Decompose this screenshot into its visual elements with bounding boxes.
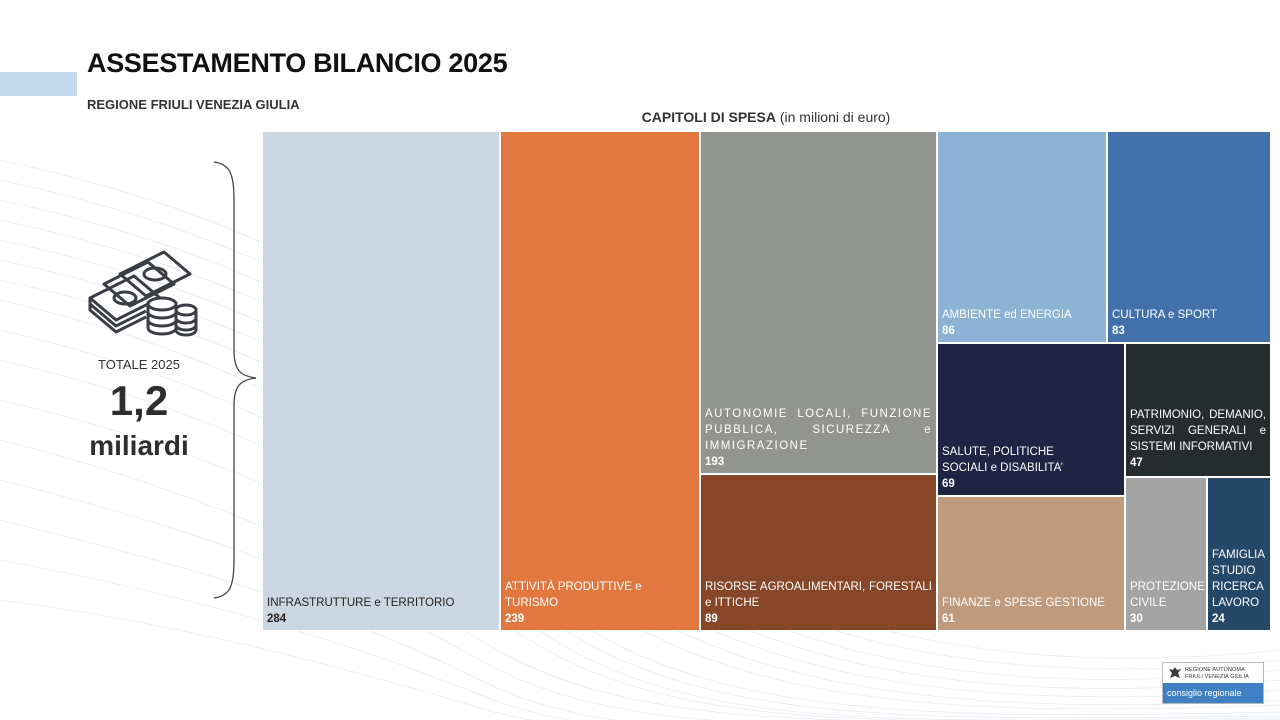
cell-label: CULTURA e SPORT 83 xyxy=(1112,307,1266,339)
cell-value: 86 xyxy=(942,325,955,337)
cell-label: AMBIENTE ed ENERGIA 86 xyxy=(942,307,1102,339)
cell-value: 47 xyxy=(1130,457,1143,469)
logo-line-1: REGIONE AUTONOMA xyxy=(1185,667,1245,673)
brace-icon xyxy=(213,161,257,599)
chart-title: CAPITOLI DI SPESA (in milioni di euro) xyxy=(0,109,1280,125)
total-value: 1,2 xyxy=(109,377,169,424)
page-subtitle: REGIONE FRIULI VENEZIA GIULIA xyxy=(87,97,300,112)
cell-name: AMBIENTE ed ENERGIA xyxy=(942,309,1072,321)
treemap-cell-autonomie-locali: AUTONOMIE LOCALI, FUNZIONE PUBBLICA, SIC… xyxy=(700,131,937,474)
cell-name: RISORSE AGROALIMENTARI, FORESTALI e ITTI… xyxy=(705,581,932,609)
money-stack-icon xyxy=(88,250,198,337)
cell-name: INFRASTRUTTURE e TERRITORIO xyxy=(267,597,455,609)
cell-value: 193 xyxy=(705,456,725,468)
cell-value: 30 xyxy=(1130,613,1143,625)
chart-title-note: (in milioni di euro) xyxy=(779,109,891,125)
cell-name: FAMIGLIA STUDIO RICERCA LAVORO xyxy=(1212,549,1265,609)
consiglio-regionale-logo: REGIONE AUTONOMA FRIULI VENEZIA GIULIA c… xyxy=(1162,662,1264,704)
cell-value: 239 xyxy=(505,613,525,625)
cell-label: PATRIMONIO, DEMANIO, SERVIZI GENERALI e … xyxy=(1130,407,1266,471)
cell-value: 61 xyxy=(942,613,955,625)
logo-bar: consiglio regionale xyxy=(1163,683,1263,703)
cell-value: 83 xyxy=(1112,325,1125,337)
accent-bar xyxy=(0,72,77,96)
treemap-cell-infrastrutture: INFRASTRUTTURE e TERRITORIO 284 xyxy=(262,131,500,631)
cell-name: CULTURA e SPORT xyxy=(1112,309,1218,321)
treemap-cell-finanze-spese-gestione: FINANZE e SPESE GESTIONE 61 xyxy=(937,496,1125,631)
cell-label: RISORSE AGROALIMENTARI, FORESTALI e ITTI… xyxy=(705,579,932,627)
cell-label: INFRASTRUTTURE e TERRITORIO 284 xyxy=(267,595,495,627)
cell-name: AUTONOMIE LOCALI, FUNZIONE PUBBLICA, SIC… xyxy=(705,408,932,452)
cell-value: 89 xyxy=(705,613,718,625)
cell-label: ATTIVITÀ PRODUTTIVE e TURISMO 239 xyxy=(505,579,695,627)
cell-label: AUTONOMIE LOCALI, FUNZIONE PUBBLICA, SIC… xyxy=(705,406,932,470)
cell-name: PROTEZIONE CIVILE xyxy=(1130,581,1205,609)
cell-name: PATRIMONIO, DEMANIO, SERVIZI GENERALI e … xyxy=(1130,409,1266,453)
treemap-cell-salute-politiche-sociali: SALUTE, POLITICHE SOCIALI e DISABILITA’ 6… xyxy=(937,343,1125,496)
cell-name: FINANZE e SPESE GESTIONE xyxy=(942,597,1105,609)
cell-label: FAMIGLIA STUDIO RICERCA LAVORO 24 xyxy=(1212,547,1268,627)
cell-name: SALUTE, POLITICHE SOCIALI e DISABILITA’ xyxy=(942,446,1064,474)
cell-name: ATTIVITÀ PRODUTTIVE e TURISMO xyxy=(505,581,642,609)
treemap-cell-attivita-produttive: ATTIVITÀ PRODUTTIVE e TURISMO 239 xyxy=(500,131,700,631)
cell-label: SALUTE, POLITICHE SOCIALI e DISABILITA’ 6… xyxy=(942,444,1094,492)
treemap-cell-famiglia-studio: FAMIGLIA STUDIO RICERCA LAVORO 24 xyxy=(1207,477,1271,631)
logo-line-2: FRIULI VENEZIA GIULIA xyxy=(1185,674,1249,680)
cell-value: 69 xyxy=(942,478,955,490)
chart-title-main: CAPITOLI DI SPESA xyxy=(641,109,776,125)
cell-value: 24 xyxy=(1212,613,1225,625)
treemap-cell-patrimonio-demanio: PATRIMONIO, DEMANIO, SERVIZI GENERALI e … xyxy=(1125,343,1271,477)
cell-value: 284 xyxy=(267,613,287,625)
total-unit: miliardi xyxy=(89,430,189,461)
treemap-cell-risorse-agroalimentari: RISORSE AGROALIMENTARI, FORESTALI e ITTI… xyxy=(700,474,937,631)
page-title: ASSESTAMENTO BILANCIO 2025 xyxy=(87,48,508,78)
treemap-cell-protezione-civile: PROTEZIONE CIVILE 30 xyxy=(1125,477,1207,631)
treemap-cell-ambiente-energia: AMBIENTE ed ENERGIA 86 xyxy=(937,131,1107,343)
cell-label: FINANZE e SPESE GESTIONE 61 xyxy=(942,595,1120,627)
treemap-cell-cultura-sport: CULTURA e SPORT 83 xyxy=(1107,131,1271,343)
treemap: INFRASTRUTTURE e TERRITORIO 284 ATTIVITÀ … xyxy=(262,131,1271,631)
eagle-emblem-icon xyxy=(1169,667,1181,678)
cell-label: PROTEZIONE CIVILE 30 xyxy=(1130,579,1205,627)
total-label: TOTALE 2025 xyxy=(98,357,180,372)
